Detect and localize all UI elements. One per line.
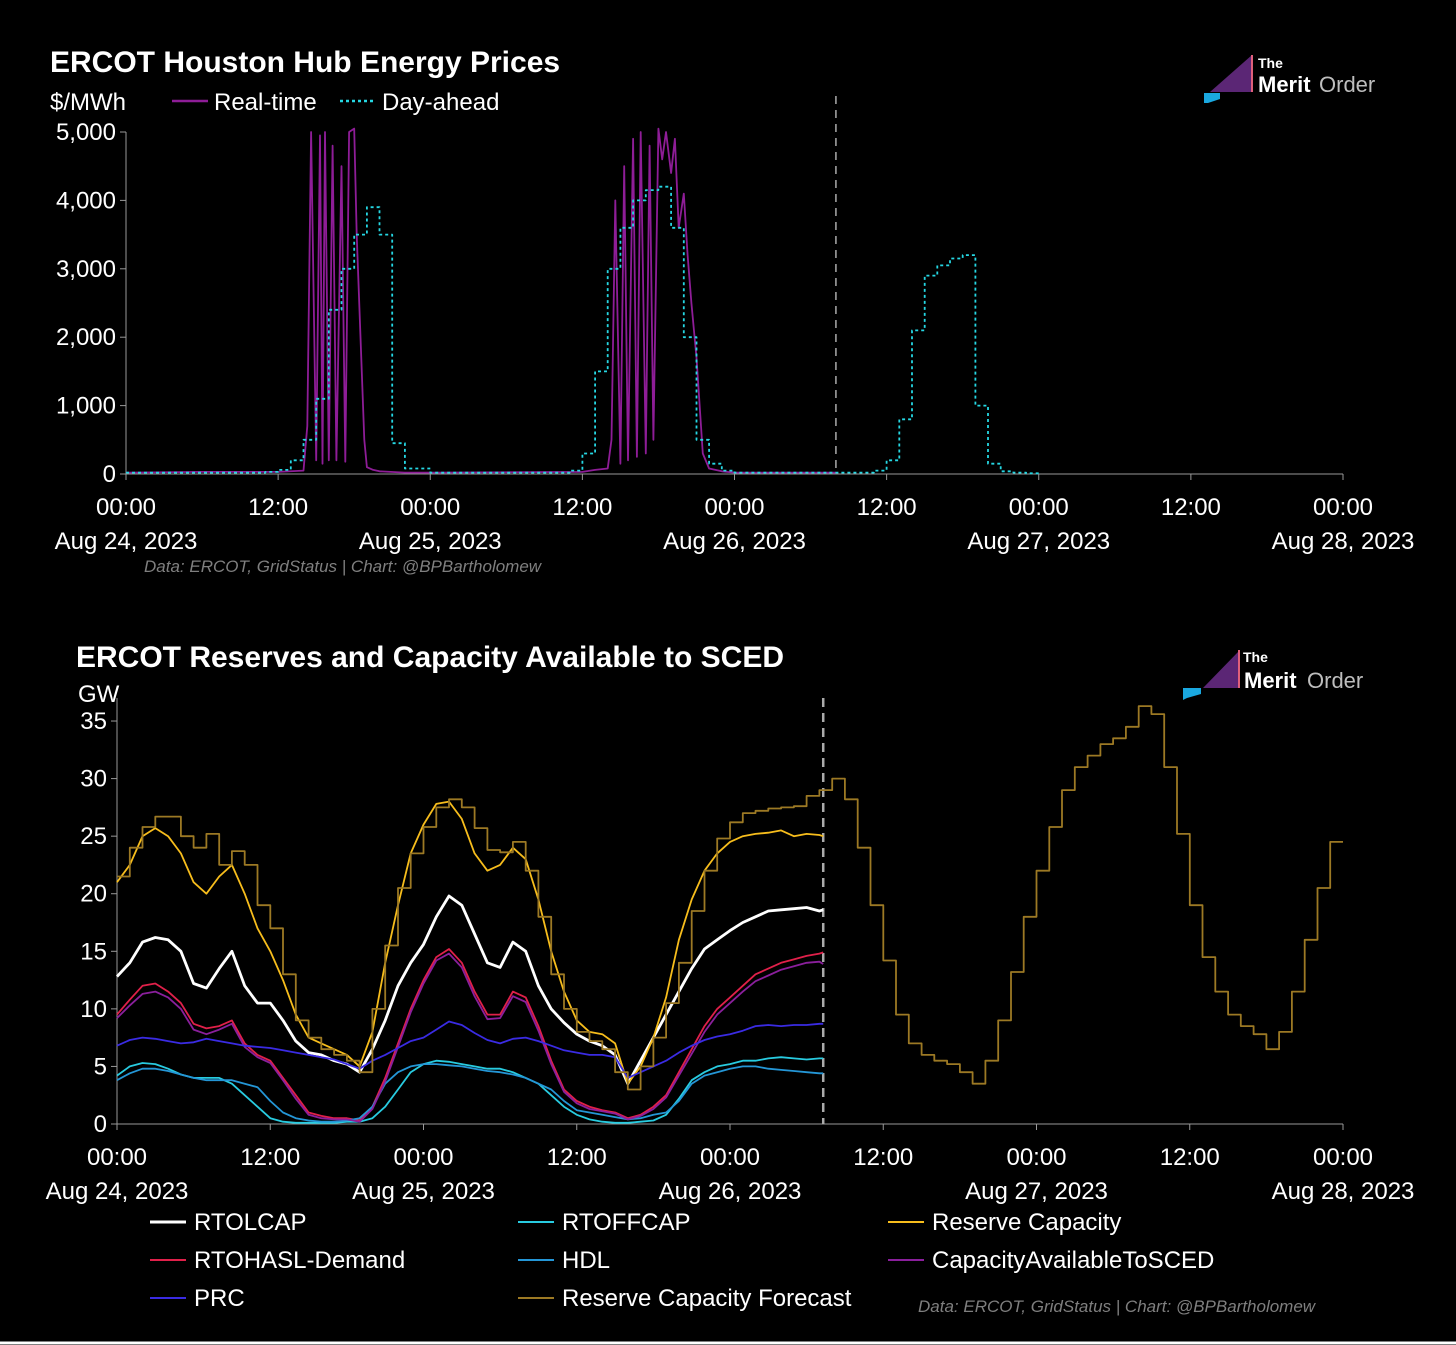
merit-order-logo-2: The Merit Order — [1183, 649, 1363, 700]
series-line-day-ahead — [126, 185, 1039, 475]
logo-merit: Merit — [1258, 72, 1311, 97]
x-tick-time-label: 00:00 — [1313, 494, 1373, 521]
x-tick-time-label: 00:00 — [1313, 1144, 1373, 1171]
x-tick-date-label: Aug 26, 2023 — [659, 1178, 802, 1205]
x-tick-time-label: 12:00 — [857, 494, 917, 521]
logo-order: Order — [1307, 668, 1363, 693]
y-tick-label: 5 — [94, 1053, 107, 1080]
x-tick-date-label: Aug 28, 2023 — [1272, 528, 1415, 555]
x-tick-date-label: Aug 25, 2023 — [352, 1178, 495, 1205]
x-tick-time-label: 00:00 — [400, 494, 460, 521]
legend-label-reserve-capacity-forecast: Reserve Capacity Forecast — [562, 1285, 852, 1312]
x-tick-time-label: 00:00 — [96, 494, 156, 521]
x-tick-time-label: 12:00 — [853, 1144, 913, 1171]
legend-label-hdl: HDL — [562, 1247, 610, 1274]
y-tick-label: 20 — [80, 881, 107, 908]
y-tick-label: 15 — [80, 938, 107, 965]
x-tick-date-label: Aug 24, 2023 — [46, 1178, 189, 1205]
y-tick-label: 0 — [94, 1111, 107, 1138]
reserves-legend: RTOLCAP RTOFFCAP Reserve Capacity RTOHASL-D… — [150, 1209, 1214, 1312]
y-tick-label: 25 — [80, 823, 107, 850]
legend-label-rtohasl-demand: RTOHASL-Demand — [194, 1247, 405, 1274]
x-tick-time-label: 12:00 — [1160, 1144, 1220, 1171]
x-tick-time-label: 00:00 — [393, 1144, 453, 1171]
x-tick-date-label: Aug 27, 2023 — [965, 1178, 1108, 1205]
x-tick-time-label: 12:00 — [1161, 494, 1221, 521]
x-tick-time-label: 00:00 — [704, 494, 764, 521]
logo-chart-icon — [1203, 652, 1238, 688]
y-tick-label: 30 — [80, 766, 107, 793]
logo-flag-icon — [1204, 93, 1220, 103]
x-tick-time-label: 00:00 — [700, 1144, 760, 1171]
legend-label-realtime: Real-time — [214, 89, 317, 116]
x-tick-time-label: 00:00 — [87, 1144, 147, 1171]
y-tick-label: 2,000 — [56, 324, 116, 351]
legend-label-reserve-capacity: Reserve Capacity — [932, 1209, 1121, 1236]
series-line-hdl — [116, 1063, 824, 1123]
series-line-prc — [116, 1020, 824, 1079]
legend-label-rtolcap: RTOLCAP — [194, 1209, 307, 1236]
reserves-chart-title: ERCOT Reserves and Capacity Available to… — [76, 641, 784, 674]
x-tick-time-label: 12:00 — [240, 1144, 300, 1171]
y-tick-label: 10 — [80, 996, 107, 1023]
x-tick-date-label: Aug 26, 2023 — [663, 528, 806, 555]
reserves-chart-credit: Data: ERCOT, GridStatus | Chart: @BPBart… — [918, 1297, 1317, 1316]
logo-the: The — [1243, 649, 1268, 665]
price-chart-credit: Data: ERCOT, GridStatus | Chart: @BPBart… — [144, 557, 543, 576]
price-chart: ERCOT Houston Hub Energy Prices $/MWh Re… — [50, 46, 1414, 576]
logo-the: The — [1258, 55, 1283, 71]
x-tick-date-label: Aug 28, 2023 — [1272, 1178, 1415, 1205]
y-tick-label: 5,000 — [56, 119, 116, 146]
x-tick-time-label: 00:00 — [1006, 1144, 1066, 1171]
x-tick-date-label: Aug 24, 2023 — [55, 528, 198, 555]
series-line-rtoffcap — [116, 1056, 824, 1124]
x-tick-date-label: Aug 27, 2023 — [967, 528, 1110, 555]
legend-label-prc: PRC — [194, 1285, 245, 1312]
series-line-capacityavailabletosced — [116, 952, 824, 1123]
series-line-rtolcap — [115, 894, 824, 1086]
legend-label-rtoffcap: RTOFFCAP — [562, 1209, 690, 1236]
legend-label-capacityavailabletosced: CapacityAvailableToSCED — [932, 1247, 1214, 1274]
x-tick-time-label: 12:00 — [547, 1144, 607, 1171]
x-tick-time-label: 12:00 — [248, 494, 308, 521]
reserves-chart-ylabel: GW — [78, 681, 120, 708]
series-line-rtohasl-demand — [116, 948, 824, 1122]
price-legend: Real-time Day-ahead — [172, 89, 499, 116]
price-chart-ylabel: $/MWh — [50, 89, 126, 116]
series-line-real-time — [125, 127, 836, 474]
logo-order: Order — [1319, 72, 1375, 97]
merit-order-logo: The Merit Order — [1204, 55, 1375, 103]
x-tick-time-label: 00:00 — [1009, 494, 1069, 521]
y-tick-label: 3,000 — [56, 256, 116, 283]
logo-chart-icon — [1210, 55, 1252, 92]
y-tick-label: 35 — [80, 708, 107, 735]
x-tick-time-label: 12:00 — [552, 494, 612, 521]
y-tick-label: 4,000 — [56, 187, 116, 214]
y-tick-label: 0 — [103, 461, 116, 488]
legend-label-dayahead: Day-ahead — [382, 89, 499, 116]
x-tick-date-label: Aug 25, 2023 — [359, 528, 502, 555]
series-line-reserve-capacity-forecast — [117, 705, 1343, 1091]
price-chart-title: ERCOT Houston Hub Energy Prices — [50, 46, 560, 79]
logo-flag-icon — [1183, 688, 1201, 700]
series-line-reserve-capacity — [116, 800, 824, 1085]
y-tick-label: 1,000 — [56, 393, 116, 420]
reserves-chart: ERCOT Reserves and Capacity Available to… — [46, 641, 1415, 1316]
logo-merit: Merit — [1244, 668, 1297, 693]
